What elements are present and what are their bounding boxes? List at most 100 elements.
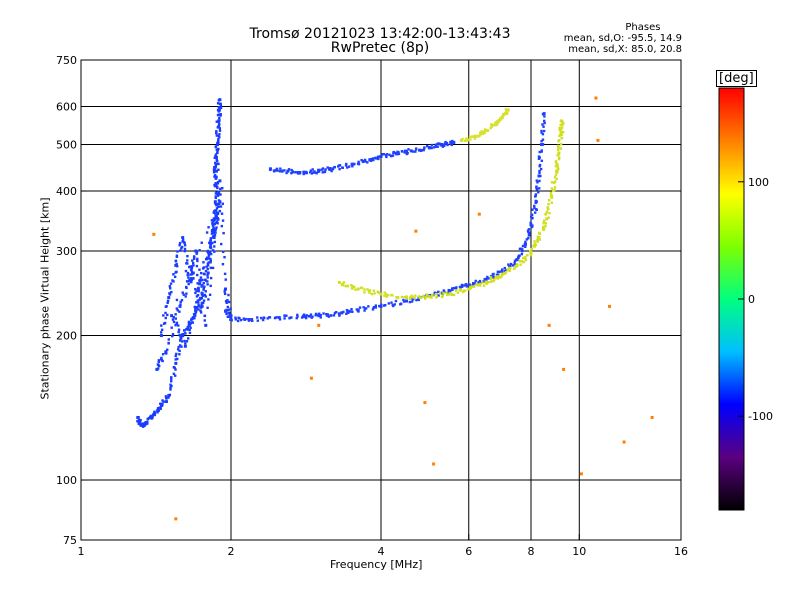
data-point	[206, 306, 209, 309]
data-point	[475, 283, 478, 286]
data-point	[164, 396, 168, 399]
data-point	[542, 129, 546, 133]
data-point	[178, 304, 182, 308]
data-point	[220, 242, 223, 246]
data-point	[537, 191, 540, 194]
data-point	[216, 186, 219, 190]
data-point	[404, 149, 407, 152]
data-point	[414, 148, 418, 151]
data-point	[437, 294, 440, 297]
data-point	[432, 462, 436, 466]
y-tick-label: 300	[56, 245, 77, 258]
data-point	[294, 171, 297, 174]
data-point	[496, 270, 500, 274]
data-point	[187, 276, 190, 279]
data-point	[363, 158, 367, 162]
data-point	[178, 353, 181, 356]
data-point	[302, 315, 306, 319]
data-point	[546, 206, 550, 209]
data-point	[527, 231, 531, 234]
data-point	[378, 304, 381, 308]
data-point	[527, 237, 530, 240]
data-point	[471, 282, 475, 285]
data-point	[178, 344, 182, 347]
phase-stats-heading: Phases	[625, 22, 661, 33]
data-point	[418, 148, 421, 152]
data-point	[535, 208, 538, 212]
data-point	[533, 211, 537, 214]
data-point	[205, 265, 208, 268]
data-point	[174, 317, 177, 320]
data-point	[383, 291, 386, 294]
y-tick-label: 600	[56, 101, 77, 114]
data-point	[224, 300, 228, 303]
data-point	[550, 194, 554, 198]
data-point	[170, 326, 173, 329]
data-point	[460, 285, 464, 289]
data-point	[446, 293, 449, 297]
data-point	[538, 165, 541, 168]
data-point	[462, 290, 465, 294]
data-point	[477, 212, 481, 216]
data-point	[204, 323, 208, 327]
data-point	[193, 305, 196, 309]
data-point	[479, 284, 482, 287]
data-point	[524, 257, 527, 260]
y-tick-label: 750	[56, 54, 77, 67]
data-point	[175, 255, 179, 258]
data-point	[495, 275, 498, 278]
data-point	[315, 172, 318, 175]
data-point	[441, 145, 445, 148]
data-point	[515, 263, 519, 266]
data-point	[383, 294, 386, 297]
data-point	[543, 219, 546, 222]
data-point	[559, 147, 563, 150]
data-point	[540, 149, 543, 152]
data-point	[199, 271, 203, 275]
data-point	[340, 311, 344, 315]
data-point	[157, 364, 161, 368]
data-point	[174, 368, 177, 371]
data-point	[543, 121, 546, 125]
data-point	[205, 256, 209, 259]
data-point	[533, 240, 536, 243]
data-point	[213, 200, 217, 204]
data-point	[478, 134, 482, 137]
data-point	[556, 168, 559, 172]
data-point	[511, 264, 515, 267]
data-point	[363, 309, 366, 312]
data-point	[521, 248, 524, 251]
data-point	[547, 203, 550, 206]
data-point	[397, 152, 401, 156]
data-point	[538, 232, 541, 235]
data-point	[218, 119, 221, 122]
data-point	[149, 414, 152, 418]
data-point	[390, 301, 393, 304]
data-point	[213, 245, 216, 248]
data-point	[321, 171, 324, 174]
data-point	[480, 130, 483, 133]
data-point	[541, 225, 545, 229]
data-point	[508, 269, 511, 272]
data-point	[215, 120, 218, 123]
data-point	[430, 143, 434, 147]
data-point	[224, 278, 227, 281]
data-point	[172, 273, 175, 276]
data-point	[506, 108, 510, 112]
data-point	[213, 184, 217, 188]
data-point	[533, 245, 536, 248]
data-point	[219, 113, 222, 116]
data-point	[193, 313, 196, 317]
data-point	[380, 303, 383, 307]
data-point	[216, 108, 220, 112]
data-point	[391, 303, 394, 307]
data-point	[521, 244, 525, 248]
data-point	[381, 153, 384, 156]
data-point	[230, 319, 233, 322]
data-point	[460, 283, 464, 287]
data-point	[596, 138, 600, 142]
data-point	[169, 383, 172, 386]
data-point	[495, 273, 499, 276]
data-point	[437, 290, 440, 294]
data-point	[541, 138, 545, 141]
